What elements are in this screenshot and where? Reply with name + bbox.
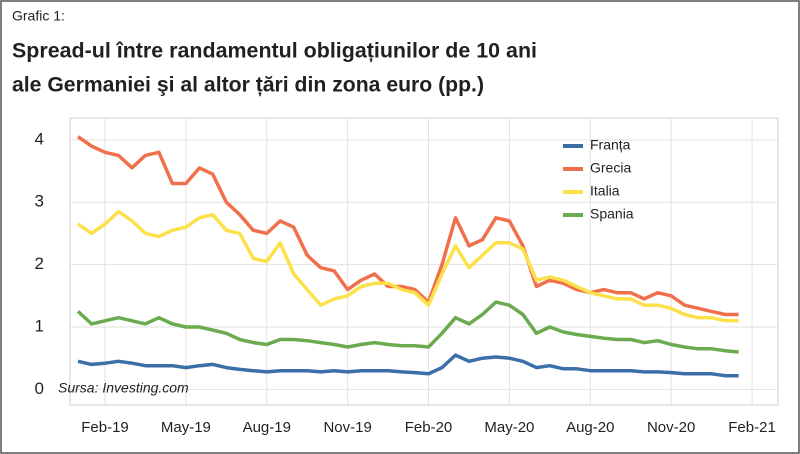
chart-title: ale Germaniei şi al altor țări din zona … (12, 74, 484, 97)
x-tick-label: Nov-20 (647, 419, 695, 436)
plot-area (69, 117, 779, 406)
legend-label: Spania (590, 206, 634, 222)
line-series (77, 353, 739, 378)
x-tick-label: Aug-20 (566, 419, 614, 436)
x-tick-label: Feb-20 (405, 419, 453, 436)
x-tick-label: May-19 (161, 419, 211, 436)
x-tick-label: May-20 (484, 419, 534, 436)
y-tick-label: 0 (35, 379, 44, 398)
line-series (77, 209, 739, 323)
y-tick-label: 1 (35, 316, 44, 335)
line-series (76, 300, 739, 354)
line-series (77, 135, 739, 317)
x-tick-label: Nov-19 (323, 419, 371, 436)
legend-label: Franța (590, 137, 631, 153)
x-tick-label: Aug-19 (243, 419, 291, 436)
y-tick-label: 2 (35, 254, 44, 273)
legend-label: Grecia (590, 160, 631, 176)
y-tick-label: 4 (35, 129, 44, 148)
legend-label: Italia (590, 183, 620, 199)
y-tick-label: 3 (35, 192, 44, 211)
source: Sursa: Investing.com (58, 380, 189, 396)
chart-label: Grafic 1: (12, 8, 65, 24)
x-tick-label: Feb-21 (728, 419, 776, 436)
chart-title: Spread-ul între randamentul obligațiunil… (12, 40, 537, 63)
x-tick-label: Feb-19 (81, 419, 129, 436)
